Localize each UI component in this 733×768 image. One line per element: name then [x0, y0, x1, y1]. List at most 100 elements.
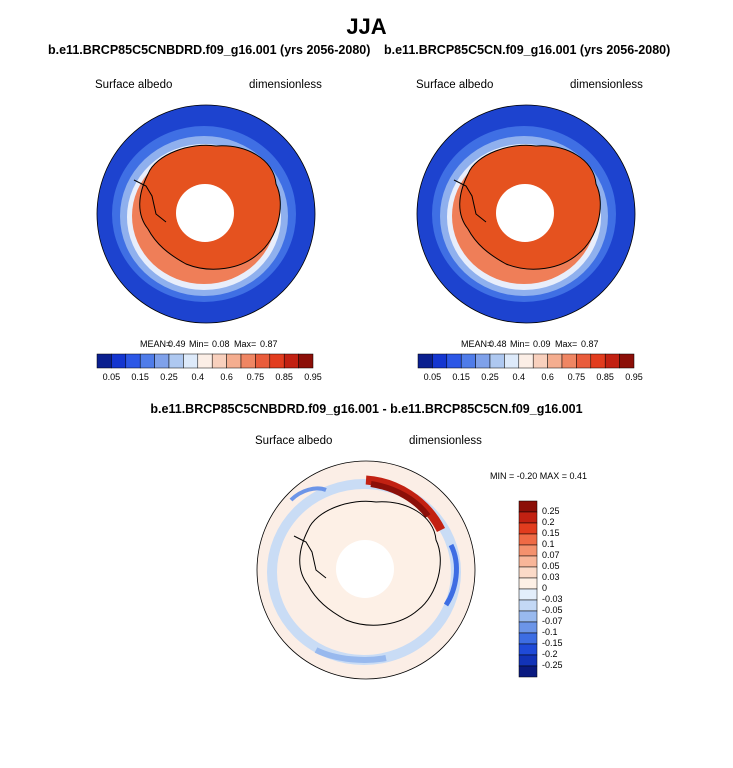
colorbar-swatch [518, 566, 538, 579]
panel-1-units: dimensionless [249, 79, 322, 91]
colorbar-swatch [518, 599, 538, 612]
colorbar-label: 0.07 [542, 550, 560, 560]
colorbar-label: 0.4 [191, 372, 205, 382]
colorbar-label: -0.2 [542, 649, 558, 659]
colorbar-label: 0.1 [542, 539, 555, 549]
colorbar-swatch [183, 353, 199, 369]
colorbar-swatch [518, 632, 538, 645]
colorbar-swatch [518, 533, 538, 546]
difference-minmax: MIN = -0.20 MAX = 0.41 [490, 471, 588, 481]
colorbar-swatch [283, 353, 299, 369]
colorbar-swatch [518, 610, 538, 623]
colorbar-label: -0.25 [542, 660, 563, 670]
difference-map [256, 460, 476, 680]
colorbar-swatch [518, 353, 534, 369]
colorbar-swatch [576, 353, 592, 369]
colorbar-label: 0.75 [567, 372, 586, 382]
colorbar-label: -0.03 [542, 594, 563, 604]
colorbar-swatch [518, 511, 538, 524]
colorbar-swatch [518, 522, 538, 535]
colorbar-swatch [518, 665, 538, 678]
colorbar-swatch [561, 353, 577, 369]
colorbar-swatch [139, 353, 155, 369]
colorbar-swatch [111, 353, 127, 369]
colorbar-swatch [604, 353, 620, 369]
colorbar-label: -0.15 [542, 638, 563, 648]
colorbar-swatch [518, 643, 538, 656]
colorbar-swatch [518, 500, 538, 513]
colorbar-label: 0.15 [542, 528, 560, 538]
difference-variable: Surface albedo [255, 435, 333, 447]
colorbar-label: 0.05 [423, 372, 442, 382]
colorbar-label: 0.25 [481, 372, 499, 382]
colorbar-swatch [240, 353, 256, 369]
colorbar-label: 0.4 [512, 372, 526, 382]
panel-2-colorbar-labels: 0.05 0.15 0.25 0.4 0.6 0.75 0.85 0.95 [418, 372, 643, 386]
colorbar-swatch [489, 353, 505, 369]
panel-1-map [96, 104, 316, 324]
colorbar-swatch [96, 353, 112, 369]
colorbar-swatch [211, 353, 227, 369]
colorbar-label: 0.95 [625, 372, 643, 382]
colorbar-swatch [168, 353, 184, 369]
colorbar-swatch [518, 654, 538, 667]
difference-colorbar-labels: 0.25 0.2 0.15 0.1 0.07 0.05 0.03 0 -0.03 -0.05 -0.… [542, 501, 582, 677]
colorbar-label: 0.6 [541, 372, 554, 382]
colorbar-swatch [446, 353, 462, 369]
colorbar-label: 0.2 [542, 517, 555, 527]
panel-2-units: dimensionless [570, 79, 643, 91]
colorbar-swatch [125, 353, 141, 369]
panel-1-colorbar [96, 353, 314, 369]
colorbar-swatch [532, 353, 548, 369]
colorbar-label: 0.85 [275, 372, 293, 382]
difference-units: dimensionless [409, 435, 482, 447]
colorbar-swatch [547, 353, 563, 369]
colorbar-label: 0.25 [542, 506, 560, 516]
panel-2-map [416, 104, 636, 324]
colorbar-swatch [518, 588, 538, 601]
colorbar-swatch [269, 353, 285, 369]
panel-1-min: 0.08 [212, 339, 230, 349]
panel-2-colorbar [417, 353, 635, 369]
colorbar-label: 0.05 [542, 561, 560, 571]
colorbar-swatch [518, 621, 538, 634]
colorbar-swatch [475, 353, 491, 369]
panel-2-max: 0.87 [581, 339, 599, 349]
panel-1-max: 0.87 [260, 339, 278, 349]
colorbar-label: 0 [542, 583, 548, 593]
panel-1-variable: Surface albedo [95, 79, 173, 91]
colorbar-label: 0.03 [542, 572, 560, 582]
colorbar-swatch [518, 555, 538, 568]
colorbar-label: -0.07 [542, 616, 563, 626]
colorbar-label: 0.6 [220, 372, 233, 382]
panel-2-min: 0.09 [533, 339, 551, 349]
colorbar-label: 0.85 [596, 372, 614, 382]
colorbar-swatch [255, 353, 271, 369]
panel-2-mean: 0.48 [489, 339, 507, 349]
colorbar-label: 0.15 [452, 372, 470, 382]
colorbar-swatch [432, 353, 448, 369]
panel-2-variable: Surface albedo [416, 79, 494, 91]
colorbar-swatch [226, 353, 242, 369]
colorbar-label: -0.1 [542, 627, 558, 637]
difference-title: b.e11.BRCP85C5CNBDRD.f09_g16.001 - b.e11… [150, 402, 583, 416]
panel-1-mean-label: MEAN= [140, 339, 172, 349]
colorbar-swatch [504, 353, 520, 369]
panel-1-max-label: Max= [234, 339, 257, 349]
panel-1-title: b.e11.BRCP85C5CNBDRD.f09_g16.001 (yrs 20… [48, 43, 371, 57]
colorbar-label: 0.05 [102, 372, 121, 382]
panel-2-mean-label: MEAN= [461, 339, 493, 349]
colorbar-label: 0.75 [246, 372, 265, 382]
difference-colorbar [518, 500, 538, 678]
panel-1-min-label: Min= [189, 339, 209, 349]
panel-2-max-label: Max= [555, 339, 578, 349]
colorbar-swatch [154, 353, 170, 369]
panel-2-title: b.e11.BRCP85C5CN.f09_g16.001 (yrs 2056-2… [384, 43, 671, 57]
colorbar-swatch [619, 353, 635, 369]
colorbar-label: 0.15 [131, 372, 149, 382]
colorbar-label: -0.05 [542, 605, 563, 615]
colorbar-label: 0.25 [160, 372, 178, 382]
colorbar-swatch [298, 353, 314, 369]
colorbar-swatch [518, 544, 538, 557]
figure-title: JJA [346, 14, 387, 39]
